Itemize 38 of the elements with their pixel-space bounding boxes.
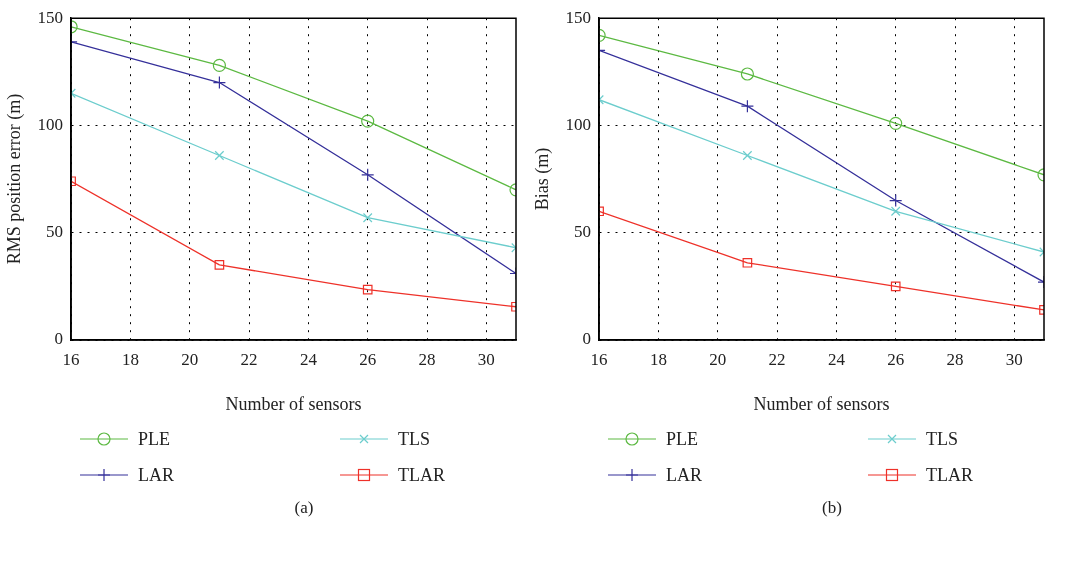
x-tick-label: 20 <box>709 349 727 369</box>
x-tick-label: 30 <box>1005 349 1023 369</box>
legend-label: LAR <box>666 464 702 486</box>
y-tick-label: 0 <box>54 329 64 349</box>
y-tick-label: 100 <box>565 114 592 134</box>
y-axis-title: RMS position error (m) <box>3 93 25 265</box>
y-tick-label: 150 <box>565 7 592 27</box>
legend-label: PLE <box>666 428 699 450</box>
text: (a) <box>293 498 315 518</box>
x-tick-label: 24 <box>299 349 318 369</box>
legend-label: TLS <box>398 428 431 450</box>
y-tick-label: 50 <box>46 222 64 242</box>
x-tick-label: 28 <box>946 349 964 369</box>
legend-label: TLAR <box>926 464 973 486</box>
y-tick-label: 0 <box>582 329 592 349</box>
legend-label: LAR <box>138 464 174 486</box>
legend-label: PLE <box>138 428 171 450</box>
x-tick-label: 24 <box>827 349 846 369</box>
legend-label: TLAR <box>398 464 445 486</box>
x-tick-label: 18 <box>121 349 139 369</box>
x-tick-label: 26 <box>887 349 905 369</box>
x-tick-label: 20 <box>181 349 199 369</box>
x-tick-label: 18 <box>649 349 667 369</box>
text: (b) <box>821 498 843 518</box>
x-axis-title: Number of sensors <box>225 393 362 414</box>
x-tick-label: 22 <box>768 349 786 369</box>
x-tick-label: 16 <box>590 349 608 369</box>
legend-label: TLS <box>926 428 959 450</box>
x-tick-label: 26 <box>359 349 377 369</box>
y-tick-label: 150 <box>37 7 64 27</box>
x-axis-title: Number of sensors <box>753 393 890 414</box>
x-tick-label: 22 <box>240 349 258 369</box>
x-tick-label: 28 <box>418 349 436 369</box>
y-tick-label: 50 <box>574 222 592 242</box>
y-axis-title: Bias (m) <box>531 147 553 211</box>
y-tick-label: 100 <box>37 114 64 134</box>
x-tick-label: 16 <box>62 349 80 369</box>
x-tick-label: 30 <box>477 349 495 369</box>
